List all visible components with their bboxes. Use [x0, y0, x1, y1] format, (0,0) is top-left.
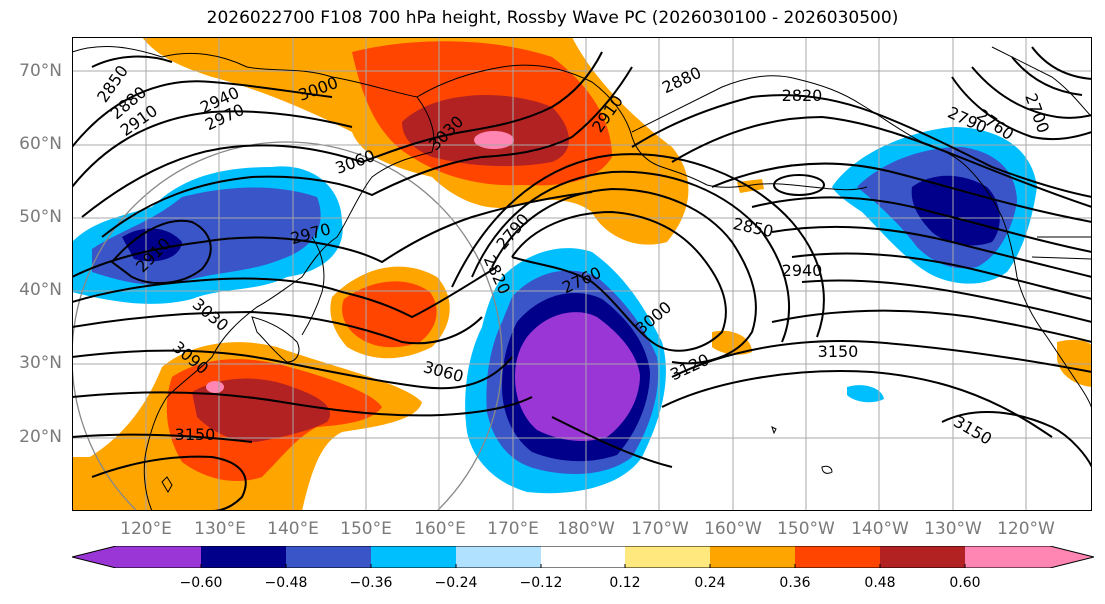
- colorbar-tick: −0.60: [179, 575, 223, 591]
- colorbar-swatch: [116, 546, 201, 568]
- contour-label: 3150: [175, 425, 216, 444]
- colorbar-tick: −0.36: [349, 575, 393, 591]
- great-circle-arc: [72, 141, 503, 511]
- lat-label-60n: 60°N: [19, 134, 62, 154]
- colorbar-tick: 0.12: [609, 575, 641, 591]
- lon-label-160e: 160°E: [414, 519, 466, 539]
- lon-label-140w: 140°W: [851, 519, 909, 539]
- colorbar-swatch: [625, 546, 710, 568]
- colorbar-tick: 0.36: [779, 575, 811, 591]
- lat-label-50n: 50°N: [19, 207, 62, 227]
- colorbar-tick: −0.48: [264, 575, 308, 591]
- map-canvas: 2850 2880 2910 2940 2970 3000 3060 3030 …: [72, 37, 1092, 511]
- colorbar-swatch: [541, 546, 625, 568]
- lon-label-120e: 120°E: [120, 519, 172, 539]
- contour-label: 2820: [782, 86, 823, 105]
- colorbar: [71, 545, 1095, 572]
- colorbar-swatch: [880, 546, 965, 568]
- grid-lines: [72, 37, 1092, 511]
- anomaly-fill-layer: [72, 37, 1092, 511]
- lat-label-30n: 30°N: [19, 353, 62, 373]
- lon-label-170w: 170°W: [631, 519, 689, 539]
- colorbar-tick: 0.48: [864, 575, 896, 591]
- colorbar-swatch: [201, 546, 286, 568]
- lon-label-130e: 130°E: [194, 519, 246, 539]
- colorbar-swatch: [286, 546, 371, 568]
- colorbar-swatch-over: [1050, 546, 1094, 568]
- colorbar-svg: [71, 545, 1095, 569]
- lon-label-140e: 140°E: [267, 519, 319, 539]
- lon-label-160w: 160°W: [704, 519, 762, 539]
- height-contour-layer: [72, 46, 1092, 511]
- colorbar-tick: −0.24: [434, 575, 478, 591]
- colorbar-swatch: [710, 546, 795, 568]
- lon-label-150e: 150°E: [340, 519, 392, 539]
- lon-label-130w: 130°W: [924, 519, 982, 539]
- colorbar-swatch: [371, 546, 456, 568]
- colorbar-swatch: [965, 546, 1050, 568]
- lat-label-40n: 40°N: [19, 280, 62, 300]
- map-panel: 2850 2880 2910 2940 2970 3000 3060 3030 …: [72, 37, 1092, 511]
- lon-label-180w: 180°W: [557, 519, 615, 539]
- contour-label: 3150: [818, 342, 859, 361]
- map-title: 2026022700 F108 700 hPa height, Rossby W…: [206, 8, 899, 28]
- lon-label-120w: 120°W: [997, 519, 1055, 539]
- colorbar-swatch-under: [72, 546, 116, 568]
- colorbar-tick: 0.24: [694, 575, 726, 591]
- contour-label: 2940: [782, 261, 823, 280]
- lon-label-170e: 170°E: [487, 519, 539, 539]
- colorbar-swatch: [456, 546, 541, 568]
- lon-label-150w: 150°W: [777, 519, 835, 539]
- colorbar-tick: −0.12: [519, 575, 563, 591]
- lat-label-20n: 20°N: [19, 427, 62, 447]
- colorbar-tick: 0.60: [949, 575, 981, 591]
- colorbar-swatch: [795, 546, 880, 568]
- lat-label-70n: 70°N: [19, 61, 62, 81]
